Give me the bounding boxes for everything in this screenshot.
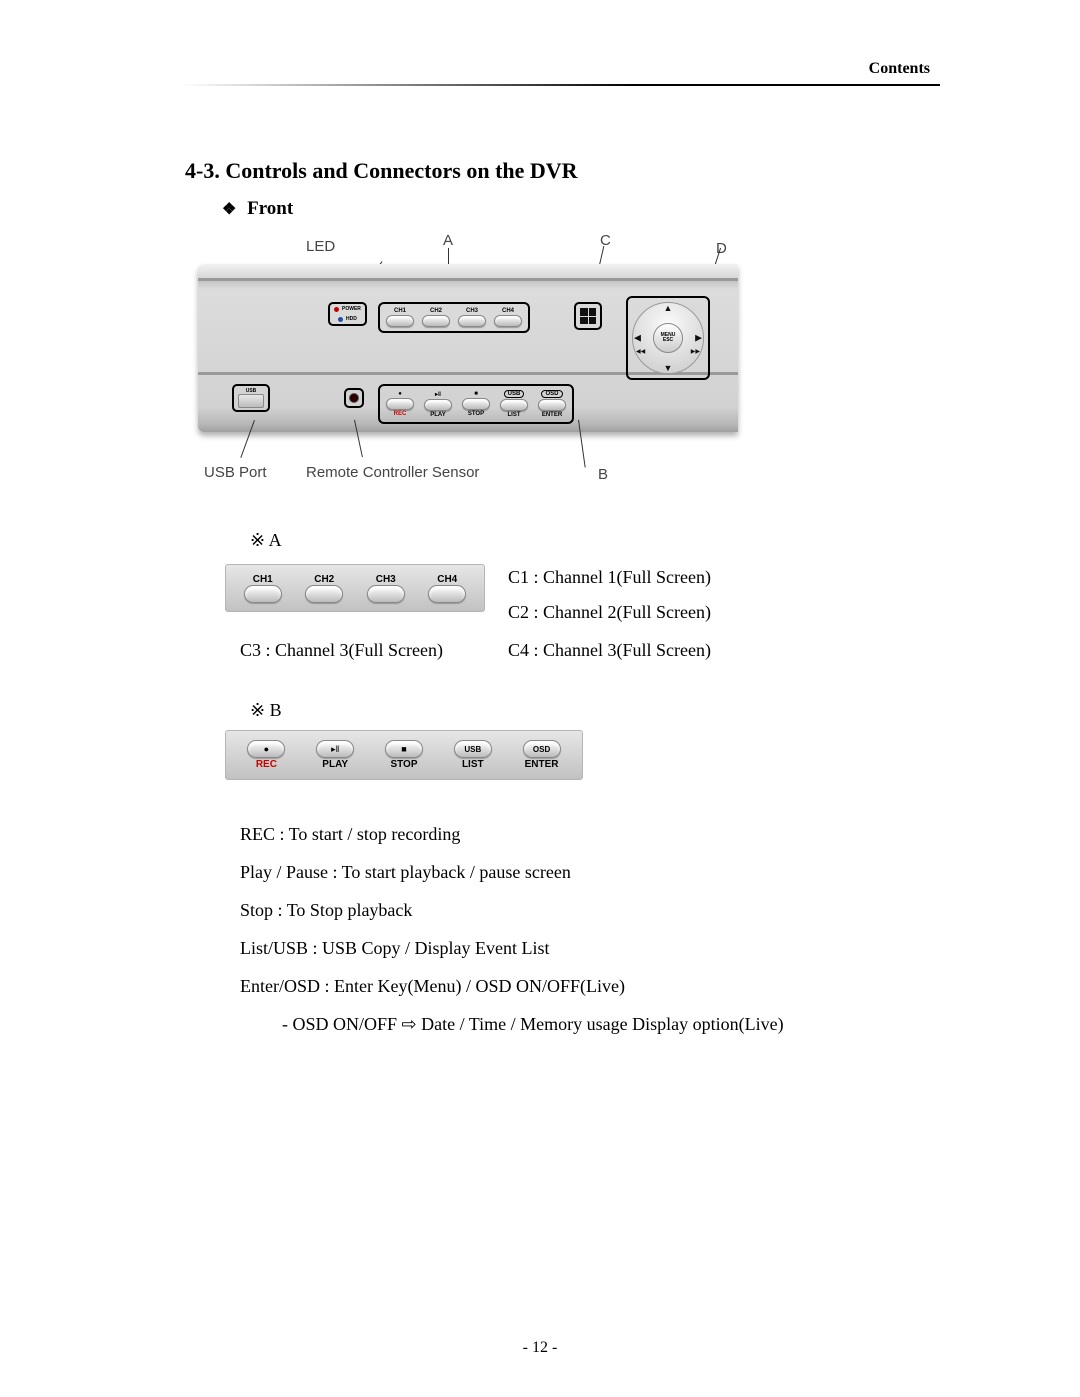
power-led-label: POWER: [342, 306, 361, 312]
right-arrow-icon[interactable]: ▶: [695, 333, 702, 344]
led-panel: POWER HDD: [328, 302, 367, 326]
ch1-button[interactable]: CH1: [386, 308, 414, 327]
fastfwd-icon: ▶▶: [691, 348, 700, 355]
down-arrow-icon[interactable]: ▼: [664, 363, 673, 373]
diamond-bullet-icon: ❖: [222, 201, 236, 218]
section-b-closeup: ● REC ▸‖ PLAY ■ STOP USB LIST OSD ENTER: [225, 730, 583, 780]
b-desc-list: List/USB : USB Copy / Display Event List: [240, 938, 550, 959]
closeup-ch3-button: CH3: [367, 574, 405, 603]
enter-button[interactable]: OSDENTER: [538, 390, 566, 418]
quad-view-button[interactable]: [574, 302, 602, 330]
closeup-play-button: ▸‖ PLAY: [316, 740, 354, 770]
ch4-button[interactable]: CH4: [494, 308, 522, 327]
c4-desc: C4 : Channel 3(Full Screen): [508, 640, 711, 661]
ch3-button[interactable]: CH3: [458, 308, 486, 327]
list-button[interactable]: USBLIST: [500, 390, 528, 418]
hdd-led-label: HDD: [346, 316, 357, 322]
channel-button-group: CH1 CH2 CH3 CH4: [378, 302, 530, 333]
callout-a: A: [443, 232, 453, 249]
closeup-stop-button: ■ STOP: [385, 740, 423, 770]
left-arrow-icon[interactable]: ◀: [634, 333, 641, 344]
dvr-body: POWER HDD CH1 CH2 CH3 CH4 MENU ESC ▲: [198, 264, 738, 432]
b-desc-stop: Stop : To Stop playback: [240, 900, 412, 921]
dvr-front-diagram: LED A C D POWER HDD CH1 CH2 CH3 CH4: [198, 232, 738, 482]
callout-b: B: [598, 466, 608, 483]
section-b-marker: ※ B: [250, 700, 282, 721]
stop-button[interactable]: ■STOP: [462, 391, 490, 417]
front-subtitle: ❖ Front: [222, 198, 293, 220]
quad-grid-icon: [580, 308, 596, 324]
dpad[interactable]: MENU ESC ▲ ▼ ◀ ▶ ◀◀ ▶▶: [626, 296, 710, 380]
callout-remote-sensor: Remote Controller Sensor: [306, 464, 479, 481]
b-desc-osd: - OSD ON/OFF ⇨ Date / Time / Memory usag…: [282, 1014, 784, 1035]
closeup-enter-button: OSD ENTER: [523, 740, 561, 770]
usb-port[interactable]: USB: [232, 384, 270, 412]
b-desc-rec: REC : To start / stop recording: [240, 824, 460, 845]
c2-desc: C2 : Channel 2(Full Screen): [508, 602, 711, 623]
header-rule: [180, 84, 940, 86]
section-title: 4-3. Controls and Connectors on the DVR: [185, 158, 578, 184]
page-number: - 12 -: [0, 1339, 1080, 1357]
callout-usb-port: USB Port: [204, 464, 267, 481]
power-led-icon: [334, 307, 339, 312]
closeup-ch1-button: CH1: [244, 574, 282, 603]
ir-sensor-icon: [349, 393, 359, 403]
up-arrow-icon[interactable]: ▲: [664, 303, 673, 313]
rewind-icon: ◀◀: [636, 348, 645, 355]
c3-desc: C3 : Channel 3(Full Screen): [240, 640, 443, 661]
closeup-rec-button: ● REC: [247, 740, 285, 770]
usb-slot-icon: [238, 394, 264, 408]
rec-button[interactable]: ●REC: [386, 391, 414, 417]
section-a-closeup: CH1 CH2 CH3 CH4: [225, 564, 485, 612]
header-contents: Contents: [869, 60, 930, 78]
menu-esc-button[interactable]: MENU ESC: [653, 323, 683, 353]
b-desc-play: Play / Pause : To start playback / pause…: [240, 862, 571, 883]
callout-led: LED: [306, 238, 335, 255]
ir-sensor: [344, 388, 364, 408]
closeup-list-button: USB LIST: [454, 740, 492, 770]
closeup-ch2-button: CH2: [305, 574, 343, 603]
closeup-ch4-button: CH4: [428, 574, 466, 603]
front-label: Front: [247, 198, 293, 219]
callout-c: C: [600, 232, 611, 249]
section-a-marker: ※ A: [250, 530, 282, 551]
ch2-button[interactable]: CH2: [422, 308, 450, 327]
hdd-led-icon: [338, 317, 343, 322]
c1-desc: C1 : Channel 1(Full Screen): [508, 567, 711, 588]
playback-button-group: ●REC ▸‖PLAY ■STOP USBLIST OSDENTER: [378, 384, 574, 424]
play-button[interactable]: ▸‖PLAY: [424, 391, 452, 418]
b-desc-enter: Enter/OSD : Enter Key(Menu) / OSD ON/OFF…: [240, 976, 625, 997]
